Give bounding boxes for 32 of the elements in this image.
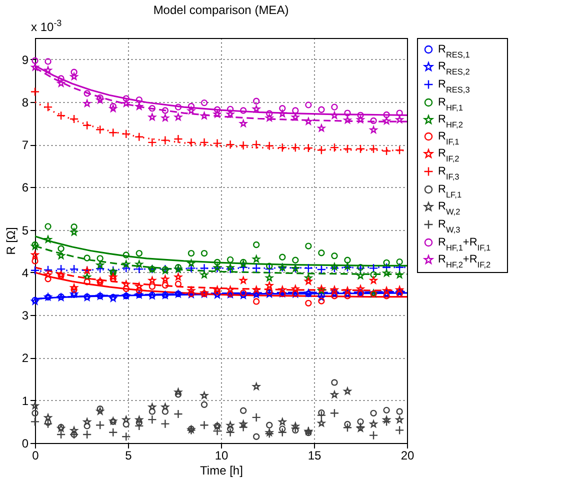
chart-title: Model comparison (MEA) bbox=[153, 3, 289, 17]
legend-label: R$_{IF,3}$ bbox=[438, 166, 460, 181]
legend-label: R$_{RES,2}$ bbox=[438, 60, 470, 76]
legend-label: R$_{HF,1}$ bbox=[438, 96, 464, 112]
legend-label: R$_{IF,2}$ bbox=[438, 148, 460, 163]
x-tick-label: 10 bbox=[214, 448, 228, 462]
x-tick-label: 20 bbox=[400, 448, 414, 462]
legend-label: R$_{RES,1}$ bbox=[438, 44, 470, 59]
x-axis-title: Time [h] bbox=[200, 464, 243, 478]
legend-label: R$_{LF,1}$ bbox=[438, 184, 462, 199]
y-tick-label: 3 bbox=[22, 308, 29, 323]
legend-label: R$_{W,2}$ bbox=[438, 200, 461, 216]
y-tick-label: 8 bbox=[22, 95, 29, 110]
y-axis-title: R [Ω] bbox=[4, 227, 18, 255]
y-tick-label: 2 bbox=[22, 351, 29, 366]
y-tick-label: 0 bbox=[22, 436, 29, 450]
y-tick-label: 9 bbox=[22, 52, 29, 67]
legend-label: R$_{RES,3}$ bbox=[438, 78, 470, 94]
x-tick-label: 5 bbox=[125, 448, 132, 462]
y-tick-label: 1 bbox=[22, 394, 29, 408]
legend-label: R$_{HF,2}$ bbox=[438, 114, 464, 129]
legend-label: R$_{IF,1}$ bbox=[438, 130, 460, 146]
y-tick-label: 7 bbox=[22, 138, 29, 152]
y-tick-label: 4 bbox=[22, 266, 29, 280]
x-tick-label: 15 bbox=[308, 448, 322, 462]
legend-label: R$_{W,3}$ bbox=[438, 218, 461, 234]
y-tick-label: 5 bbox=[22, 223, 29, 238]
x-tick-label: 0 bbox=[32, 448, 40, 462]
text: x 10$^{-3}$ bbox=[31, 18, 62, 34]
legend-label: R$_{HF,1}$+R$_{IF,1}$ bbox=[438, 236, 492, 252]
legend-label: R$_{HF,2}$+R$_{IF,2}$ bbox=[438, 254, 492, 269]
y-tick-label: 6 bbox=[22, 180, 29, 195]
